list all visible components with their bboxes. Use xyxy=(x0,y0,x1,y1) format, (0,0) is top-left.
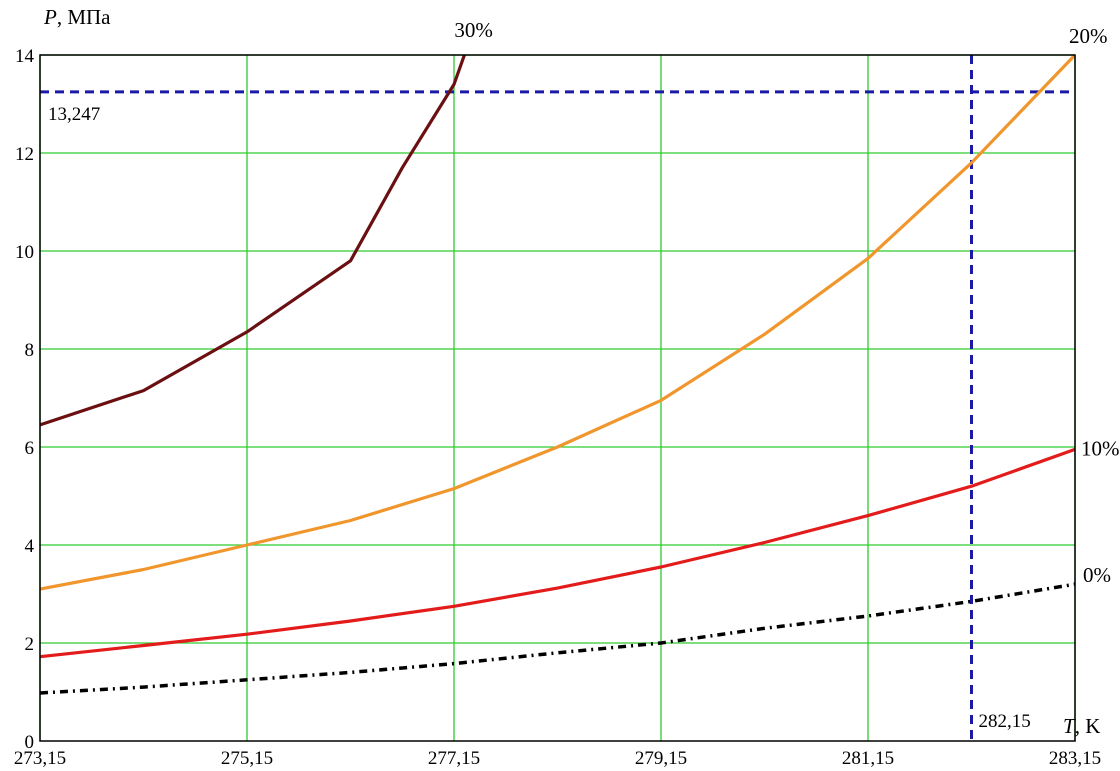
grid xyxy=(39,54,1076,741)
y-tick-label: 14 xyxy=(15,46,35,67)
x-axis-label: T, K xyxy=(1063,714,1100,738)
series-line-1 xyxy=(39,53,1077,591)
x-tick-label: 283,15 xyxy=(1049,748,1101,769)
y-axis-label: P, МПа xyxy=(43,5,111,29)
series-lines xyxy=(39,53,1077,695)
reference-lines xyxy=(40,55,1075,741)
y-tick-label: 6 xyxy=(25,438,35,459)
x-tick-label: 277,15 xyxy=(428,748,480,769)
plot-frame xyxy=(39,54,1076,742)
series-label-1: 20% xyxy=(1069,24,1108,48)
y-axis-unit: , МПа xyxy=(57,5,111,29)
series-label-0: 30% xyxy=(454,18,493,42)
x-tick-label: 279,15 xyxy=(635,748,687,769)
y-tick-label: 10 xyxy=(15,242,34,263)
x-axis-unit: , K xyxy=(1075,714,1101,738)
y-tick-label: 12 xyxy=(15,144,34,165)
y-tick-label: 4 xyxy=(25,536,35,557)
series-label-3: 0% xyxy=(1083,563,1111,587)
reference-label-horizontal: 13,247 xyxy=(48,104,100,125)
y-axis-var: P xyxy=(43,5,57,29)
x-tick-label: 273,15 xyxy=(14,748,66,769)
series-label-2: 10% xyxy=(1081,436,1120,460)
x-tick-label: 275,15 xyxy=(221,748,273,769)
reference-label-vertical: 282,15 xyxy=(979,711,1031,732)
series-labels: 30% 20% 10% 0% xyxy=(454,18,1119,587)
x-tick-label: 281,15 xyxy=(842,748,894,769)
y-tick-label: 2 xyxy=(25,634,35,655)
x-tick-labels: 273,15 275,15 277,15 279,15 281,15 283,15 xyxy=(14,748,1101,769)
y-tick-label: 8 xyxy=(25,340,35,361)
series-line-3 xyxy=(39,582,1076,695)
x-axis-var: T xyxy=(1063,714,1076,738)
reference-labels: 13,247 282,15 xyxy=(48,104,1031,732)
y-tick-labels: 0 2 4 6 8 10 12 14 xyxy=(15,46,35,753)
y-tick-label: 0 xyxy=(25,732,35,753)
series-line-2 xyxy=(39,447,1076,659)
series-line-0 xyxy=(39,54,466,427)
